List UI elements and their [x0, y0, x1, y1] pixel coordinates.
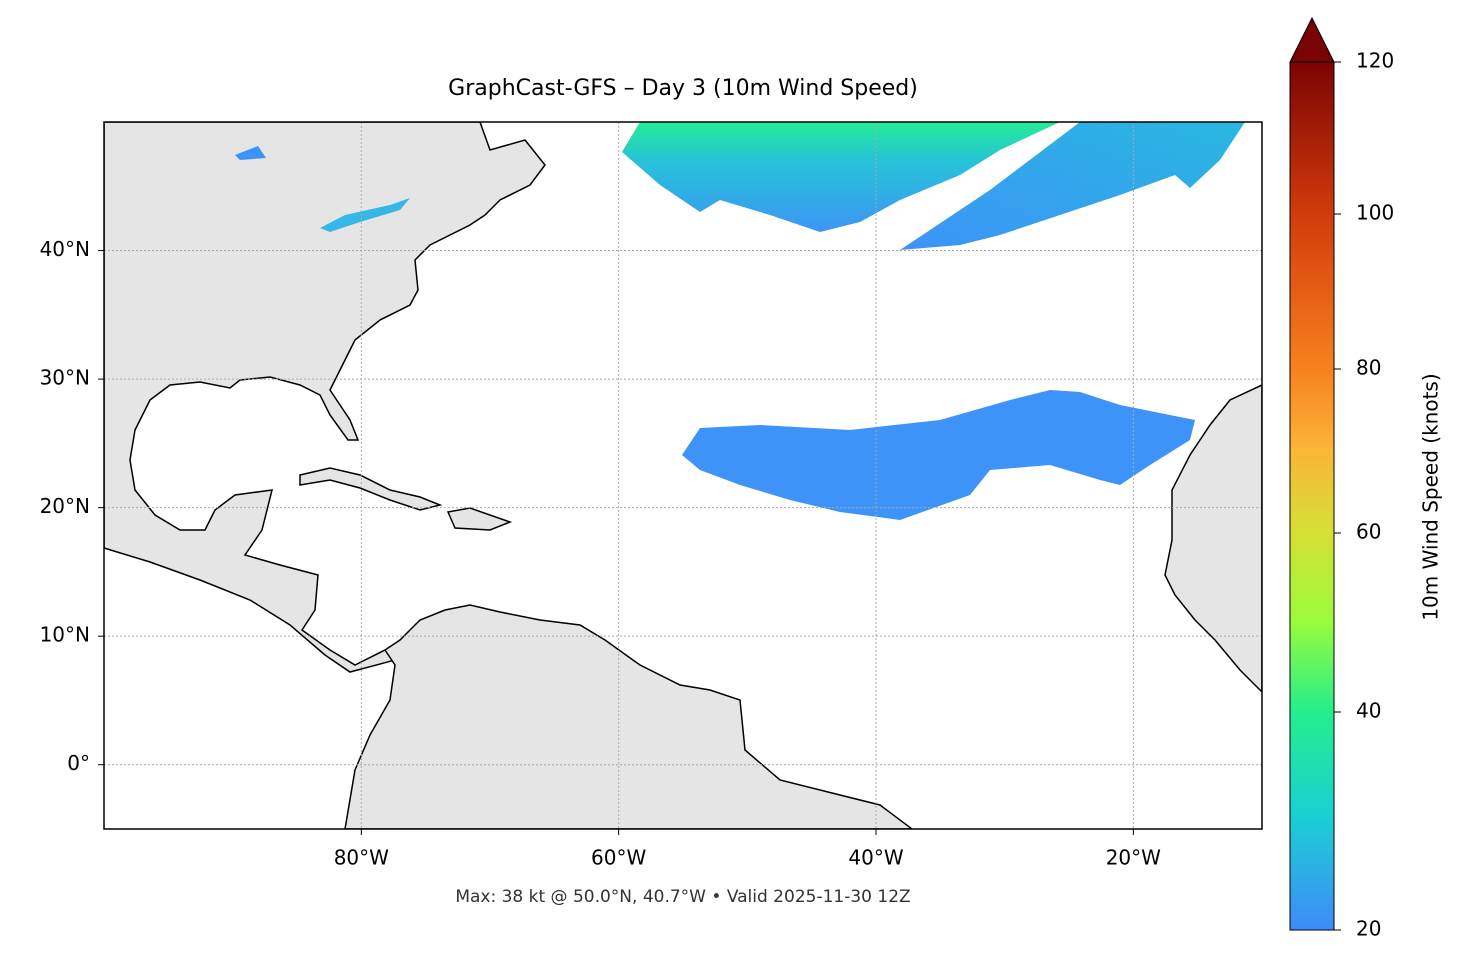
colorbar-tick-label: 80 — [1356, 356, 1381, 380]
map — [104, 122, 1262, 829]
colorbar-extend — [1289, 16, 1335, 63]
x-tick-label: 60°W — [591, 846, 646, 870]
colorbar-label: 10m Wind Speed (knots) — [1419, 373, 1443, 620]
y-tick-label: 40°N — [40, 237, 90, 261]
cuba — [299, 467, 443, 511]
footer-note: Max: 38 kt @ 50.0°N, 40.7°W • Valid 2025… — [455, 887, 910, 907]
north-america — [104, 122, 546, 673]
wind-area — [235, 146, 266, 160]
x-tick-label: 20°W — [1106, 846, 1161, 870]
x-tick-label: 40°W — [848, 846, 903, 870]
colorbar-tick-label: 60 — [1356, 520, 1381, 544]
y-tick-label: 30°N — [40, 366, 90, 390]
chart-title: GraphCast-GFS – Day 3 (10m Wind Speed) — [448, 76, 918, 101]
colorbar — [1289, 61, 1335, 931]
map-frame — [103, 121, 1263, 830]
wind-area — [622, 122, 1060, 232]
y-tick-label: 20°N — [40, 494, 90, 518]
colorbar-tick-label: 100 — [1356, 201, 1394, 225]
africa — [1164, 384, 1262, 694]
wind-area — [900, 122, 1245, 250]
y-tick-label: 0° — [67, 751, 90, 775]
colorbar-tick-label: 120 — [1356, 49, 1394, 73]
colorbar-tick-label: 40 — [1356, 699, 1381, 723]
wind-area — [682, 390, 1195, 520]
x-tick-label: 80°W — [334, 846, 389, 870]
y-tick-label: 10°N — [40, 623, 90, 647]
wind-area — [320, 198, 410, 232]
south-america — [344, 604, 914, 829]
colorbar-tick-label: 20 — [1356, 917, 1381, 941]
hispaniola — [446, 507, 513, 531]
